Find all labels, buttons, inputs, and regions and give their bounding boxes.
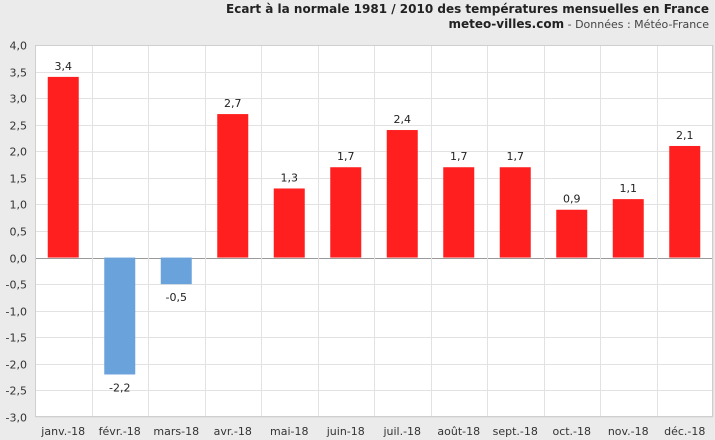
y-tick-label: -1,5 <box>6 332 27 345</box>
data-label: 3,4 <box>55 60 73 73</box>
plot-border <box>35 45 713 417</box>
data-label: -2,2 <box>109 381 130 394</box>
chart-header: Ecart à la normale 1981 / 2010 des tempé… <box>226 2 709 32</box>
y-tick-label: 0,5 <box>10 226 28 239</box>
data-label: 0,9 <box>563 193 581 206</box>
x-tick-label: juil.-18 <box>382 425 421 438</box>
bar <box>499 167 531 258</box>
x-tick-label: nov.-18 <box>608 425 649 438</box>
bar <box>669 145 701 258</box>
data-label: 1,7 <box>450 150 468 163</box>
chart-subtitle: meteo-villes.com - Données : Météo-Franc… <box>226 17 710 32</box>
bar <box>556 209 588 258</box>
y-tick-label: -0,5 <box>6 279 27 292</box>
data-label: 2,4 <box>394 113 412 126</box>
x-tick-label: août-18 <box>437 425 480 438</box>
y-tick-label: 2,5 <box>10 120 28 133</box>
data-label: 1,1 <box>620 182 638 195</box>
site-name: meteo-villes.com <box>448 17 565 31</box>
y-tick-label: 1,5 <box>10 173 28 186</box>
y-tick-label: -2,5 <box>6 385 27 398</box>
data-label: 1,7 <box>507 150 525 163</box>
data-source: - Données : Météo-France <box>564 18 709 31</box>
y-tick-label: 3,0 <box>10 93 28 106</box>
x-tick-label: avr.-18 <box>214 425 252 438</box>
x-tick-label: janv.-18 <box>40 425 85 438</box>
bar <box>47 76 79 258</box>
y-tick-label: 0,0 <box>10 253 28 266</box>
y-tick-label: -3,0 <box>6 412 27 425</box>
y-tick-label: 2,0 <box>10 146 28 159</box>
data-label: 2,7 <box>224 97 242 110</box>
x-tick-label: juin-18 <box>326 425 365 438</box>
y-tick-label: 4,0 <box>10 40 28 53</box>
x-tick-label: déc.-18 <box>664 425 705 438</box>
x-tick-label: mars-18 <box>153 425 199 438</box>
x-tick-label: oct.-18 <box>552 425 591 438</box>
bar <box>612 199 644 258</box>
data-label: 1,7 <box>337 150 355 163</box>
bar <box>104 257 136 375</box>
bar <box>160 257 192 285</box>
bar <box>273 188 305 258</box>
bar <box>443 167 475 258</box>
data-label: 2,1 <box>676 129 694 142</box>
y-tick-label: -1,0 <box>6 306 27 319</box>
x-tick-label: févr.-18 <box>99 425 141 438</box>
y-tick-label: 3,5 <box>10 67 28 80</box>
bar <box>386 130 418 258</box>
data-label: -0,5 <box>166 291 187 304</box>
x-tick-label: sept.-18 <box>493 425 538 438</box>
data-label: 1,3 <box>281 171 299 184</box>
y-tick-label: -2,0 <box>6 359 27 372</box>
chart-title: Ecart à la normale 1981 / 2010 des tempé… <box>226 2 709 16</box>
x-tick-label: mai-18 <box>270 425 308 438</box>
y-tick-label: 1,0 <box>10 199 28 212</box>
bar <box>330 167 362 258</box>
bar <box>217 114 249 258</box>
